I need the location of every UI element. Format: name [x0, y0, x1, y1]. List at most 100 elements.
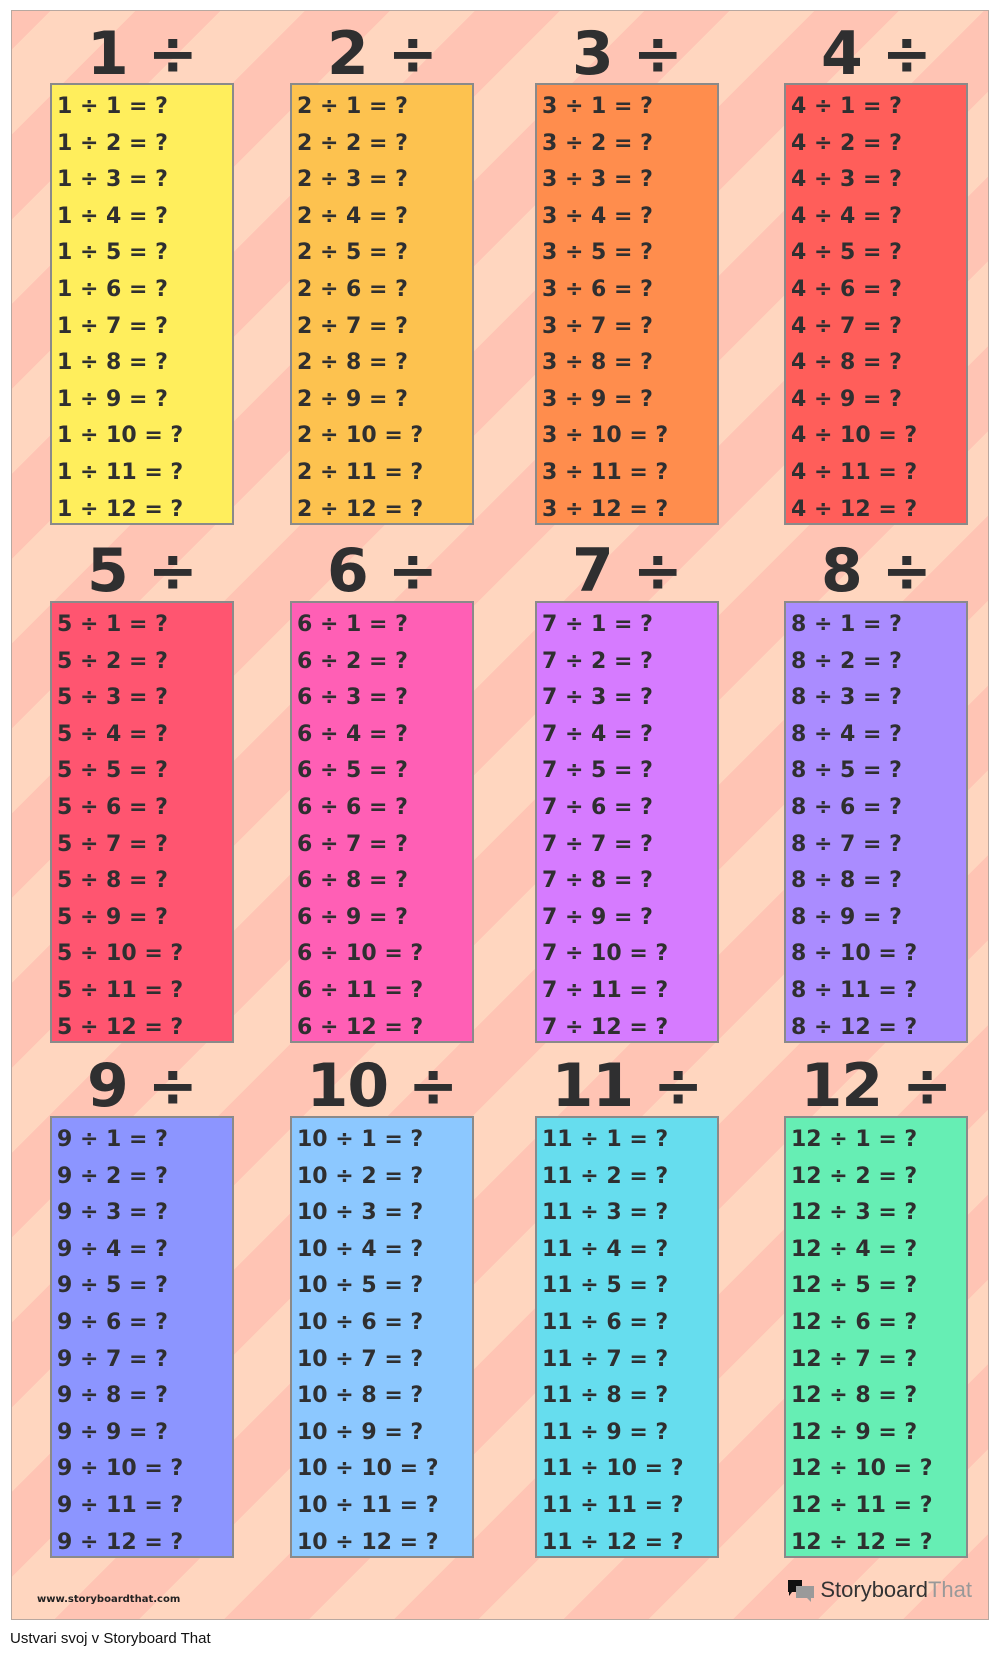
division-fact: 6 ÷ 3 = ? — [297, 685, 408, 711]
division-fact: 1 ÷ 7 = ? — [57, 313, 168, 339]
division-fact: 3 ÷ 6 = ? — [542, 276, 653, 302]
division-fact: 9 ÷ 11 = ? — [57, 1492, 184, 1518]
division-fact: 10 ÷ 8 = ? — [297, 1383, 424, 1409]
division-fact: 2 ÷ 10 = ? — [297, 423, 424, 449]
division-fact: 2 ÷ 7 = ? — [297, 313, 408, 339]
division-fact: 12 ÷ 8 = ? — [791, 1383, 918, 1409]
division-fact: 4 ÷ 9 = ? — [791, 386, 902, 412]
division-fact: 3 ÷ 10 = ? — [542, 423, 669, 449]
division-fact: 4 ÷ 7 = ? — [791, 313, 902, 339]
division-fact: 11 ÷ 10 = ? — [542, 1456, 684, 1482]
table-heading: 12 ÷ — [800, 1051, 953, 1121]
division-table-box: 12 ÷ 1 = ? 12 ÷ 2 = ? 12 ÷ 3 = ? 12 ÷ 4 = ?… — [784, 1116, 968, 1558]
division-fact: 8 ÷ 10 = ? — [791, 941, 918, 967]
division-fact: 2 ÷ 3 = ? — [297, 167, 408, 193]
division-fact: 4 ÷ 8 = ? — [791, 350, 902, 376]
division-table-box: 11 ÷ 1 = ? 11 ÷ 2 = ? 11 ÷ 3 = ? 11 ÷ 4 = ?… — [535, 1116, 719, 1558]
website-url: www.storyboardthat.com — [37, 1594, 181, 1605]
division-fact: 1 ÷ 2 = ? — [57, 130, 168, 156]
division-fact: 8 ÷ 11 = ? — [791, 977, 918, 1003]
division-fact: 7 ÷ 10 = ? — [542, 941, 669, 967]
division-fact: 12 ÷ 11 = ? — [791, 1492, 933, 1518]
division-fact: 6 ÷ 8 = ? — [297, 868, 408, 894]
division-fact: 8 ÷ 5 = ? — [791, 758, 902, 784]
caption-link[interactable]: Ustvari svoj v Storyboard That — [10, 1630, 211, 1647]
logo-text-storyboard: Storyboard — [820, 1577, 928, 1602]
division-fact: 1 ÷ 3 = ? — [57, 167, 168, 193]
division-fact: 2 ÷ 1 = ? — [297, 94, 408, 119]
division-fact: 5 ÷ 9 = ? — [57, 904, 168, 930]
table-heading: 10 ÷ — [306, 1051, 459, 1121]
division-fact: 6 ÷ 12 = ? — [297, 1014, 424, 1040]
division-fact: 7 ÷ 7 = ? — [542, 831, 653, 857]
division-fact: 4 ÷ 5 = ? — [791, 240, 902, 266]
division-fact: 12 ÷ 4 = ? — [791, 1236, 918, 1262]
table-heading: 6 ÷ — [327, 536, 438, 606]
division-fact: 5 ÷ 2 = ? — [57, 648, 168, 674]
division-fact: 4 ÷ 11 = ? — [791, 459, 918, 485]
division-fact: 1 ÷ 1 = ? — [57, 94, 168, 119]
division-fact: 4 ÷ 2 = ? — [791, 130, 902, 156]
division-fact: 8 ÷ 7 = ? — [791, 831, 902, 857]
division-fact: 6 ÷ 11 = ? — [297, 977, 424, 1003]
division-fact: 1 ÷ 12 = ? — [57, 496, 184, 522]
division-fact: 10 ÷ 11 = ? — [297, 1492, 439, 1518]
division-fact: 5 ÷ 12 = ? — [57, 1014, 184, 1040]
division-fact: 11 ÷ 6 = ? — [542, 1309, 669, 1335]
division-table-box: 10 ÷ 1 = ? 10 ÷ 2 = ? 10 ÷ 3 = ? 10 ÷ 4 = ?… — [290, 1116, 474, 1558]
division-fact: 6 ÷ 7 = ? — [297, 831, 408, 857]
division-fact: 12 ÷ 3 = ? — [791, 1200, 918, 1226]
division-fact: 7 ÷ 4 = ? — [542, 721, 653, 747]
division-fact: 5 ÷ 6 = ? — [57, 794, 168, 820]
division-fact: 11 ÷ 7 = ? — [542, 1346, 669, 1372]
division-fact: 7 ÷ 11 = ? — [542, 977, 669, 1003]
division-fact: 6 ÷ 1 = ? — [297, 612, 408, 637]
table-heading: 8 ÷ — [821, 536, 932, 606]
division-fact: 11 ÷ 8 = ? — [542, 1383, 669, 1409]
table-heading: 2 ÷ — [327, 19, 438, 89]
division-fact: 8 ÷ 3 = ? — [791, 685, 902, 711]
division-fact: 3 ÷ 4 = ? — [542, 203, 653, 229]
division-fact: 11 ÷ 4 = ? — [542, 1236, 669, 1262]
division-fact: 9 ÷ 7 = ? — [57, 1346, 168, 1372]
table-heading: 11 ÷ — [551, 1051, 704, 1121]
division-fact: 9 ÷ 12 = ? — [57, 1529, 184, 1555]
division-fact: 4 ÷ 3 = ? — [791, 167, 902, 193]
division-fact: 3 ÷ 8 = ? — [542, 350, 653, 376]
division-fact: 9 ÷ 5 = ? — [57, 1273, 168, 1299]
division-fact: 8 ÷ 6 = ? — [791, 794, 902, 820]
division-fact: 9 ÷ 8 = ? — [57, 1383, 168, 1409]
division-fact: 12 ÷ 12 = ? — [791, 1529, 933, 1555]
division-fact: 12 ÷ 5 = ? — [791, 1273, 918, 1299]
division-fact: 7 ÷ 12 = ? — [542, 1014, 669, 1040]
division-fact: 4 ÷ 12 = ? — [791, 496, 918, 522]
division-fact: 4 ÷ 6 = ? — [791, 276, 902, 302]
division-fact: 4 ÷ 1 = ? — [791, 94, 902, 119]
division-table-box: 5 ÷ 1 = ? 5 ÷ 2 = ? 5 ÷ 3 = ? 5 ÷ 4 = ? 5 ÷ … — [50, 601, 234, 1043]
storyboardthat-logo: StoryboardThat — [786, 1577, 972, 1603]
table-heading: 3 ÷ — [572, 19, 683, 89]
division-table-box: 8 ÷ 1 = ? 8 ÷ 2 = ? 8 ÷ 3 = ? 8 ÷ 4 = ? 8 ÷ … — [784, 601, 968, 1043]
division-fact: 1 ÷ 9 = ? — [57, 386, 168, 412]
division-fact: 9 ÷ 3 = ? — [57, 1200, 168, 1226]
table-heading: 9 ÷ — [87, 1051, 198, 1121]
division-table-box: 6 ÷ 1 = ? 6 ÷ 2 = ? 6 ÷ 3 = ? 6 ÷ 4 = ? 6 ÷ … — [290, 601, 474, 1043]
division-fact: 8 ÷ 8 = ? — [791, 868, 902, 894]
division-fact: 10 ÷ 5 = ? — [297, 1273, 424, 1299]
division-fact: 5 ÷ 10 = ? — [57, 941, 184, 967]
table-heading: 1 ÷ — [87, 19, 198, 89]
division-fact: 9 ÷ 6 = ? — [57, 1309, 168, 1335]
division-fact: 5 ÷ 5 = ? — [57, 758, 168, 784]
division-fact: 11 ÷ 3 = ? — [542, 1200, 669, 1226]
division-table-box: 7 ÷ 1 = ? 7 ÷ 2 = ? 7 ÷ 3 = ? 7 ÷ 4 = ? 7 ÷ … — [535, 601, 719, 1043]
division-fact: 10 ÷ 9 = ? — [297, 1419, 424, 1445]
division-fact: 9 ÷ 9 = ? — [57, 1419, 168, 1445]
division-fact: 5 ÷ 11 = ? — [57, 977, 184, 1003]
logo-text-that: That — [927, 1577, 972, 1602]
division-fact: 5 ÷ 4 = ? — [57, 721, 168, 747]
division-fact: 2 ÷ 6 = ? — [297, 276, 408, 302]
division-fact: 7 ÷ 9 = ? — [542, 904, 653, 930]
table-heading: 7 ÷ — [572, 536, 683, 606]
division-fact: 8 ÷ 2 = ? — [791, 648, 902, 674]
division-fact: 5 ÷ 1 = ? — [57, 612, 168, 637]
